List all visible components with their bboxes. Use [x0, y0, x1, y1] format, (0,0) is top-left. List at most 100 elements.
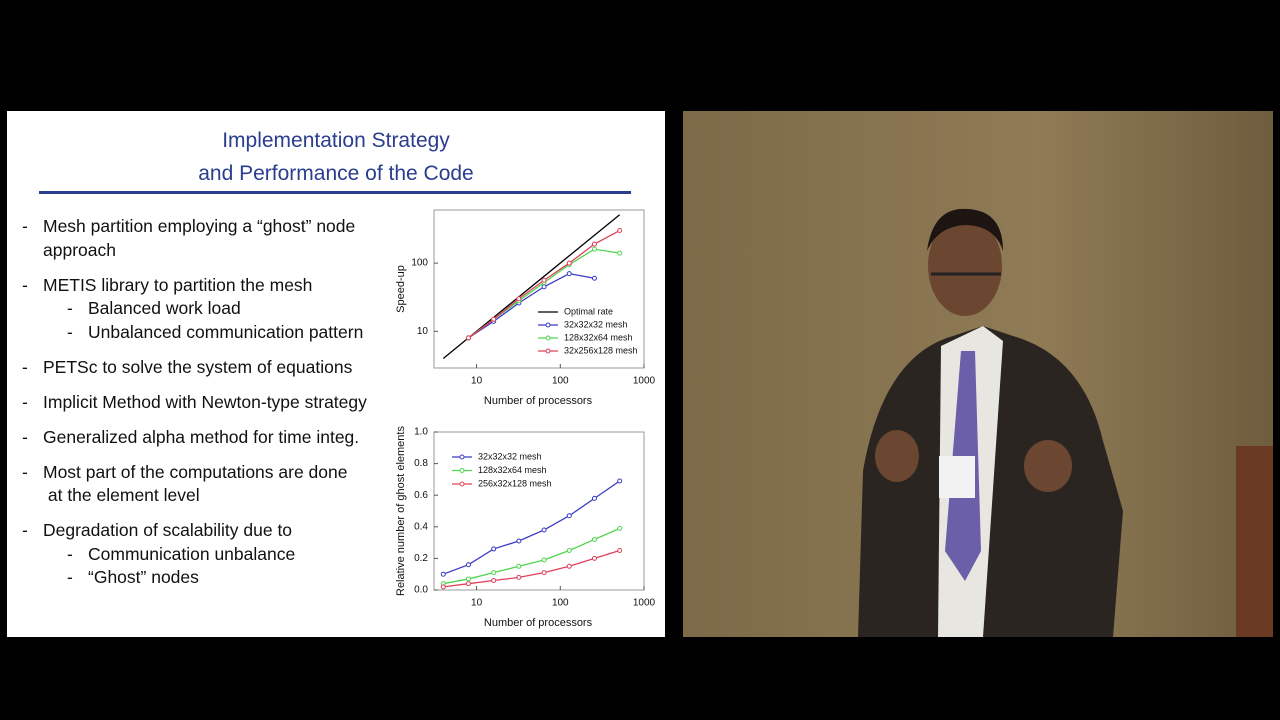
bullet-text: approach [43, 239, 116, 260]
badge [939, 456, 975, 498]
podium [1236, 446, 1273, 637]
bullet: Implicit Method with Newton-type strateg… [22, 391, 367, 415]
slide-title: Implementation Strategy [222, 129, 450, 152]
legend-label: Optimal rate [564, 306, 613, 316]
series-line [443, 527, 620, 585]
sub-bullet: “Ghost” nodes [67, 566, 367, 590]
point [491, 578, 497, 584]
legend-marker [545, 322, 551, 328]
bullet: METIS library to partition the meshBalan… [22, 274, 367, 345]
point [516, 538, 522, 544]
point [591, 241, 597, 247]
bullet-list: Mesh partition employing a “ghost” node a… [22, 215, 367, 601]
point [617, 478, 623, 484]
sub-bullet: Communication unbalance [67, 543, 367, 567]
point [440, 571, 446, 577]
legend-marker [545, 335, 551, 341]
point [491, 570, 497, 576]
point [591, 275, 597, 281]
point [491, 316, 497, 322]
series-line [468, 272, 595, 339]
point [591, 495, 597, 501]
legend-label: 128x32x64 mesh [564, 332, 633, 342]
point [617, 228, 623, 234]
bullet-text: Implicit Method with Newton-type strateg… [43, 391, 367, 412]
sub-list: Balanced work loadUnbalanced communicati… [43, 297, 367, 344]
y-tick-label: 0.2 [414, 553, 428, 564]
point [566, 548, 572, 553]
sub-list: Communication unbalance“Ghost” nodes [43, 543, 367, 590]
legend-marker [459, 468, 465, 473]
x-tick-label: 100 [552, 376, 569, 387]
x-axis-label: Number of processors [484, 395, 593, 407]
x-tick-label: 10 [471, 598, 483, 609]
legend-label: 128x32x64 mesh [478, 465, 547, 475]
bullet: Most part of the computations are done a… [22, 461, 367, 508]
plot-frame [433, 209, 645, 369]
hand [875, 430, 919, 482]
point [440, 584, 446, 590]
x-tick-label: 10 [471, 376, 483, 387]
bullet-text: Degradation of scalability due to [43, 520, 293, 540]
point [516, 563, 522, 569]
series-line [443, 480, 621, 575]
point [541, 284, 547, 290]
point [591, 536, 597, 542]
head [928, 216, 1002, 316]
legend-label: 32x32x32 mesh [478, 451, 542, 461]
point [541, 277, 547, 283]
y-tick-label: 0.0 [414, 585, 428, 596]
legend-marker [545, 348, 551, 354]
speaker-video [683, 111, 1273, 637]
series-line [443, 549, 620, 588]
point [541, 557, 547, 563]
sub-bullet: Unbalanced communication pattern [67, 321, 367, 345]
y-axis-label: Speed-up [395, 265, 407, 313]
point [566, 271, 572, 277]
bullet-text: Mesh partition employing a “ghost” node [43, 216, 356, 236]
point [465, 581, 471, 587]
sub-bullet: Balanced work load [67, 297, 367, 321]
point [516, 574, 522, 580]
bullet-text: Generalized alpha method for time integ. [43, 426, 360, 447]
point [465, 562, 471, 568]
bullet: Degradation of scalability due to Communi… [22, 519, 367, 590]
bullet: PETSc to solve the system of equations [22, 356, 367, 380]
y-tick-label: 0.4 [414, 521, 428, 532]
slide-title: and Performance of the Code [198, 162, 474, 185]
hand [1024, 440, 1072, 492]
hair [927, 208, 1003, 251]
bullet-text: Most part of the computations are done [43, 461, 348, 482]
y-tick-label: 100 [411, 258, 428, 269]
point [566, 513, 572, 519]
bullet: Generalized alpha method for time integ. [22, 426, 367, 450]
bullet-text: at the element level [43, 485, 200, 505]
slide: Implementation Strategy and Performance … [7, 111, 665, 637]
legend-label: 256x32x128 mesh [478, 478, 552, 488]
point [617, 250, 623, 256]
bullet-text: METIS library to partition the mesh [43, 274, 313, 295]
legend-marker [459, 454, 465, 460]
x-tick-label: 1000 [633, 376, 656, 387]
point [617, 548, 623, 553]
point [465, 576, 471, 582]
point [541, 527, 547, 533]
point [516, 296, 522, 302]
plot-frame [433, 431, 645, 591]
point [617, 525, 623, 531]
y-tick-label: 0.8 [414, 458, 428, 469]
legend-label: 32x256x128 mesh [564, 345, 638, 355]
point [566, 260, 572, 266]
x-axis-label: Number of processors [484, 617, 593, 629]
x-tick-label: 1000 [633, 598, 656, 609]
y-axis-label: Relative number of ghost elements [395, 426, 407, 596]
bullet: Mesh partition employing a “ghost” node a… [22, 215, 367, 262]
x-tick-label: 100 [552, 598, 569, 609]
bullet-text: PETSc to solve the system of equations [43, 356, 353, 377]
y-tick-label: 0.6 [414, 490, 428, 501]
y-tick-label: 10 [417, 326, 429, 337]
legend-marker [459, 481, 465, 487]
point [566, 563, 572, 569]
